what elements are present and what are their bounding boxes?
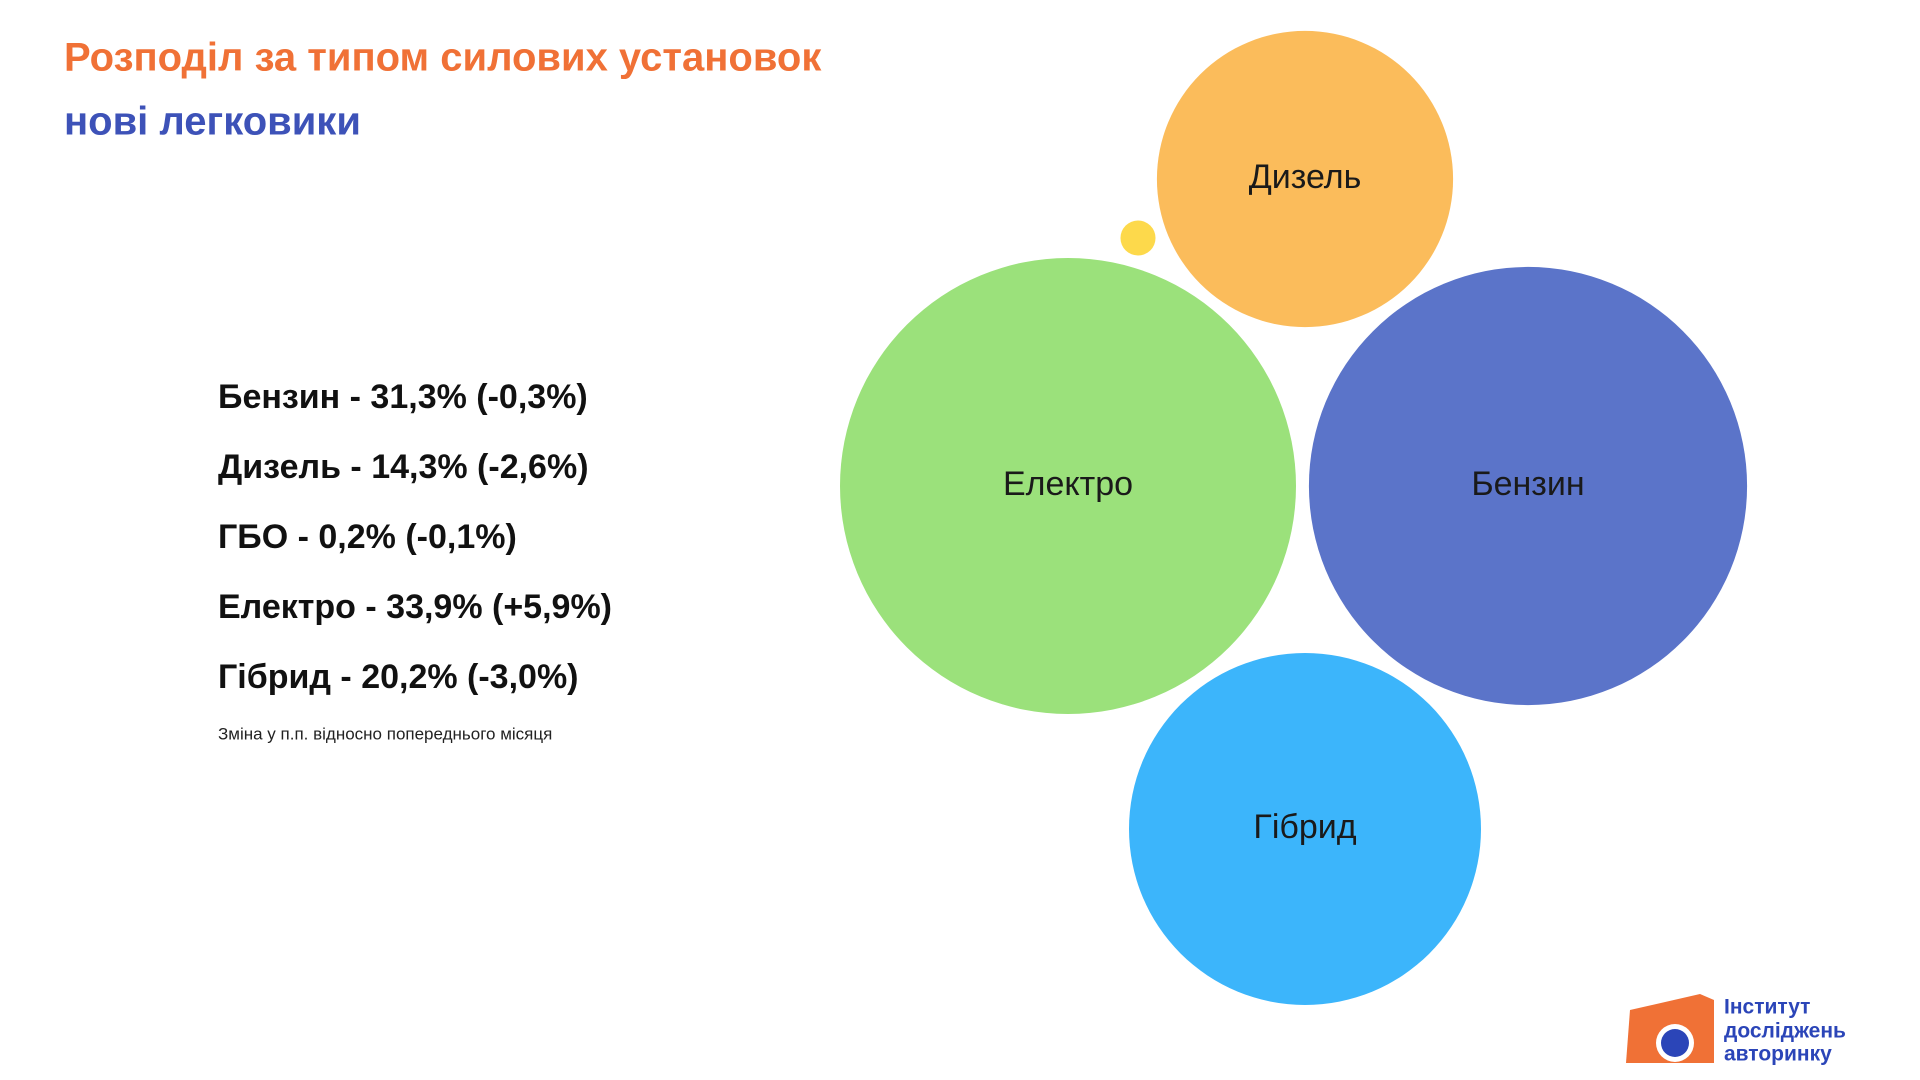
list-item: Дизель - 14,3% (-2,6%) [218, 448, 589, 486]
note: Зміна у п.п. відносно попереднього місяц… [218, 724, 552, 743]
bubble [1308, 266, 1748, 706]
bubble [1129, 653, 1481, 1005]
bubble-label: Електро [1003, 465, 1133, 503]
list-item: ГБО - 0,2% (-0,1%) [218, 518, 517, 556]
list-item: Гібрид - 20,2% (-3,0%) [218, 658, 579, 696]
logo-text: авторинку [1724, 1043, 1832, 1066]
list-item: Бензин - 31,3% (-0,3%) [218, 378, 588, 416]
chart-title: Розподіл за типом силових установок [64, 36, 822, 80]
bubble-label: Бензин [1471, 465, 1584, 503]
chart-subtitle: нові легковики [64, 100, 361, 144]
logo-text: Інститут [1724, 996, 1810, 1019]
bubble [1156, 30, 1454, 328]
list-item: Електро - 33,9% (+5,9%) [218, 588, 612, 626]
bubble [1120, 220, 1156, 256]
bubble [840, 258, 1296, 714]
bubble-label: Гібрид [1253, 808, 1356, 846]
logo: Інститут досліджень авторинку [1626, 994, 1846, 1066]
logo-circle-inner [1661, 1029, 1689, 1057]
bubble-label: Дизель [1249, 158, 1362, 196]
logo-text: досліджень [1724, 1020, 1846, 1043]
